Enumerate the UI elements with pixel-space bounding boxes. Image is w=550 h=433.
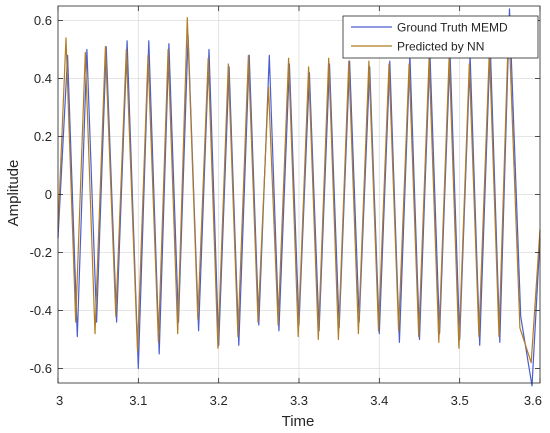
legend-label-predicted: Predicted by NN [397,40,484,54]
y-tick-label: 0.2 [34,129,52,144]
y-axis-label: Amplitude [5,160,22,227]
x-tick-label: 3.2 [210,393,228,408]
legend-box [342,15,539,59]
series-line-predicted [57,17,541,364]
x-tick-label: 3 [56,393,63,408]
y-tick-label: -0.2 [30,245,52,260]
y-tick-label: 0.4 [34,71,52,86]
y-tick-label: -0.4 [30,303,52,318]
x-tick-label: 3.1 [129,393,147,408]
y-tick-label: 0 [45,187,52,202]
x-tick-labels: 3 3.1 3.2 3.3 3.4 3.5 3.6 [56,393,542,408]
legend: Ground Truth MEMD Predicted by NN [342,15,539,59]
x-tick-label: 3.3 [290,393,308,408]
x-axis-label: Time [282,413,315,430]
tick-marks [57,6,541,383]
series-layer [57,8,541,387]
legend-label-ground-truth: Ground Truth MEMD [397,21,508,35]
x-tick-label: 3.6 [524,393,542,408]
y-tick-label: -0.6 [30,361,52,376]
x-tick-label: 3.5 [451,393,469,408]
y-tick-labels: -0.6 -0.4 -0.2 0 0.2 0.4 0.6 [30,13,52,376]
y-tick-label: 0.6 [34,13,52,28]
x-tick-label: 3.4 [370,393,388,408]
